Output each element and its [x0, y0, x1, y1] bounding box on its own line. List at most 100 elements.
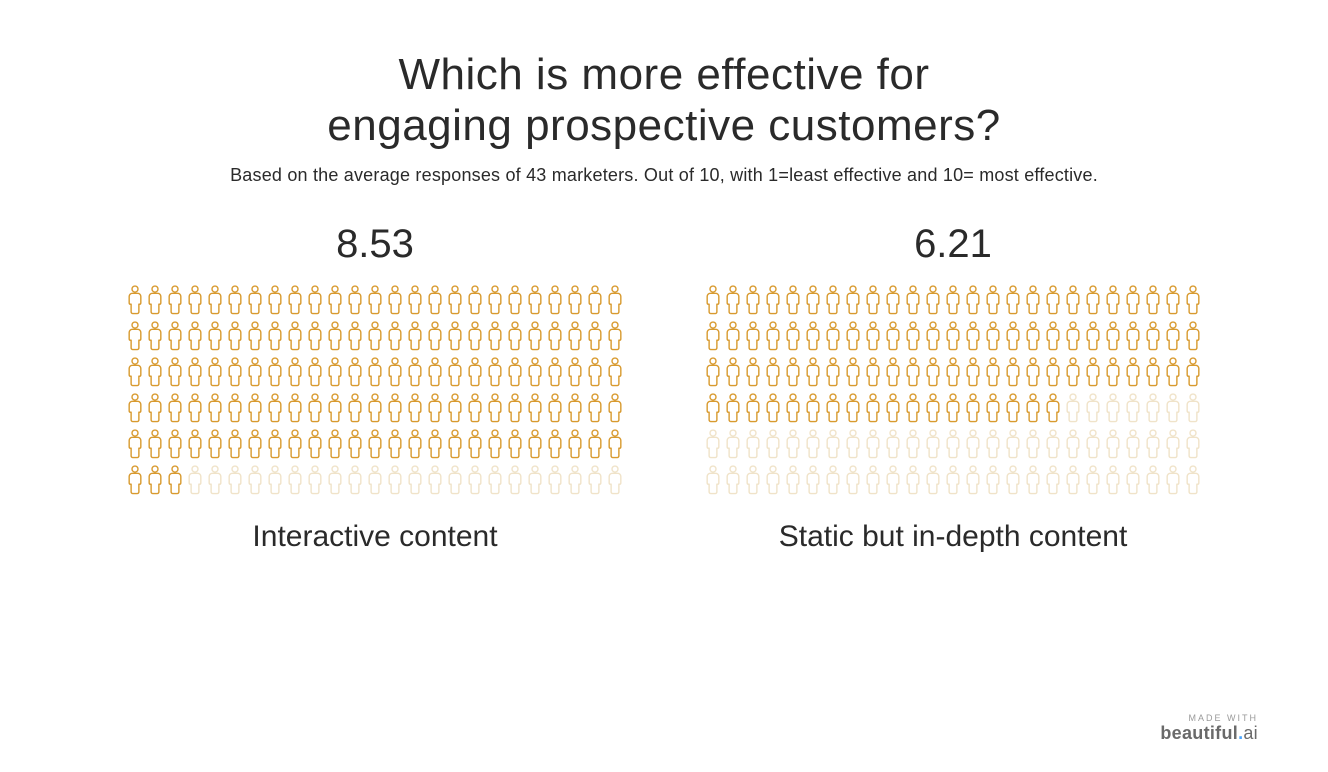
- person-icon: [266, 285, 284, 315]
- person-icon: [1124, 393, 1142, 423]
- person-icon: [246, 357, 264, 387]
- person-icon: [744, 465, 762, 495]
- person-icon: [1004, 429, 1022, 459]
- person-icon: [386, 285, 404, 315]
- person-icon: [486, 429, 504, 459]
- person-icon: [606, 393, 624, 423]
- person-icon: [924, 285, 942, 315]
- person-icon: [864, 285, 882, 315]
- person-icon: [566, 357, 584, 387]
- person-icon: [1024, 321, 1042, 351]
- person-icon: [1004, 321, 1022, 351]
- person-icon: [246, 429, 264, 459]
- person-icon: [904, 393, 922, 423]
- person-icon: [526, 321, 544, 351]
- person-icon: [1124, 285, 1142, 315]
- person-icon: [944, 393, 962, 423]
- person-icon: [486, 285, 504, 315]
- person-icon: [1044, 357, 1062, 387]
- person-icon: [226, 429, 244, 459]
- person-icon: [964, 393, 982, 423]
- person-icon: [1144, 321, 1162, 351]
- person-icon: [964, 285, 982, 315]
- person-icon: [1024, 429, 1042, 459]
- person-icon: [126, 393, 144, 423]
- person-icon: [146, 393, 164, 423]
- person-icon: [166, 321, 184, 351]
- person-icon: [1064, 393, 1082, 423]
- person-icon: [326, 393, 344, 423]
- person-icon: [606, 285, 624, 315]
- person-icon: [266, 429, 284, 459]
- person-icon: [884, 465, 902, 495]
- person-icon: [1064, 465, 1082, 495]
- person-icon: [326, 357, 344, 387]
- person-icon: [246, 393, 264, 423]
- person-icon: [864, 393, 882, 423]
- person-icon: [1024, 465, 1042, 495]
- person-icon: [904, 357, 922, 387]
- person-icon: [206, 429, 224, 459]
- person-icon: [346, 357, 364, 387]
- person-icon: [546, 465, 564, 495]
- person-icon: [1044, 465, 1062, 495]
- person-icon: [704, 321, 722, 351]
- person-icon: [1044, 429, 1062, 459]
- person-icon: [824, 465, 842, 495]
- person-icon: [724, 465, 742, 495]
- person-icon: [506, 285, 524, 315]
- person-icon: [1164, 321, 1182, 351]
- person-icon: [944, 321, 962, 351]
- person-icon: [126, 357, 144, 387]
- person-icon: [784, 357, 802, 387]
- person-icon: [586, 285, 604, 315]
- person-icon: [1104, 285, 1122, 315]
- person-icon: [1164, 285, 1182, 315]
- person-icon: [126, 465, 144, 495]
- person-icon: [226, 465, 244, 495]
- person-icon: [1144, 465, 1162, 495]
- attribution-top: MADE WITH: [1160, 713, 1258, 723]
- person-icon: [206, 465, 224, 495]
- person-icon: [466, 429, 484, 459]
- person-icon: [586, 429, 604, 459]
- person-icon: [1044, 285, 1062, 315]
- person-icon: [326, 429, 344, 459]
- person-icon: [326, 321, 344, 351]
- person-icon: [944, 465, 962, 495]
- person-icon: [126, 429, 144, 459]
- person-icon: [306, 393, 324, 423]
- person-icon: [346, 393, 364, 423]
- person-icon: [606, 465, 624, 495]
- person-icon: [1084, 465, 1102, 495]
- person-icon: [1144, 429, 1162, 459]
- person-icon: [166, 465, 184, 495]
- person-icon: [346, 321, 364, 351]
- person-icon: [206, 321, 224, 351]
- person-icon: [784, 285, 802, 315]
- person-icon: [1104, 321, 1122, 351]
- person-icon: [804, 357, 822, 387]
- person-icon: [764, 357, 782, 387]
- person-icon: [804, 429, 822, 459]
- person-icon: [1124, 357, 1142, 387]
- person-icon: [506, 465, 524, 495]
- person-icon: [226, 357, 244, 387]
- person-icon: [804, 321, 822, 351]
- person-icon: [226, 393, 244, 423]
- person-icon: [1024, 357, 1042, 387]
- person-icon: [924, 429, 942, 459]
- person-icon: [186, 285, 204, 315]
- person-icon: [1184, 321, 1202, 351]
- person-icon: [466, 465, 484, 495]
- person-icon: [824, 393, 842, 423]
- person-icon: [1144, 357, 1162, 387]
- person-icon: [744, 357, 762, 387]
- person-icon: [864, 321, 882, 351]
- attribution-light: ai: [1243, 723, 1258, 743]
- person-icon: [964, 429, 982, 459]
- person-icon: [386, 321, 404, 351]
- person-icon: [266, 321, 284, 351]
- person-icon: [1064, 357, 1082, 387]
- person-icon: [386, 429, 404, 459]
